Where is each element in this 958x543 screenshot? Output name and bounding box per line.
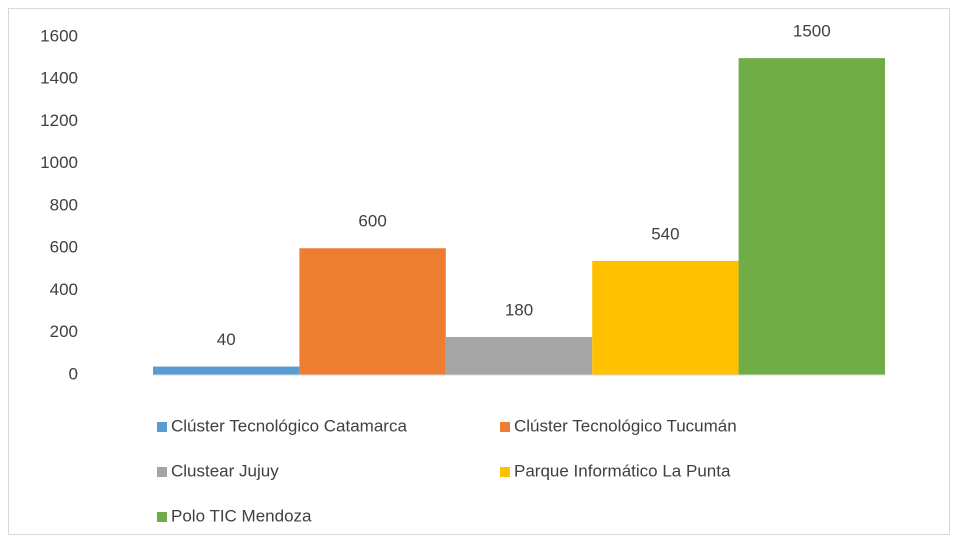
legend-label: Polo TIC Mendoza (171, 506, 312, 525)
legend-swatch (157, 422, 167, 432)
y-tick-label: 600 (50, 238, 78, 257)
legend-swatch (157, 467, 167, 477)
legend-label: Clúster Tecnológico Catamarca (171, 416, 407, 435)
y-tick-label: 200 (50, 322, 78, 341)
data-label: 600 (358, 212, 386, 231)
y-tick-label: 1000 (40, 153, 78, 172)
y-tick-label: 1600 (40, 26, 78, 45)
bar (445, 336, 593, 375)
y-tick-label: 1200 (40, 111, 78, 130)
data-label: 1500 (793, 22, 831, 41)
legend-label: Clúster Tecnológico Tucumán (514, 416, 737, 435)
legend-swatch (157, 512, 167, 522)
legend-swatch (500, 422, 510, 432)
bar (738, 58, 885, 375)
legend-swatch (500, 467, 510, 477)
y-tick-label: 1400 (40, 69, 78, 88)
y-tick-label: 800 (50, 195, 78, 214)
legend-label: Parque Informático La Punta (514, 461, 731, 480)
y-tick-label: 400 (50, 280, 78, 299)
data-label: 540 (651, 224, 679, 243)
legend-label: Clustear Jujuy (171, 461, 279, 480)
bar (299, 248, 446, 375)
data-label: 40 (217, 330, 236, 349)
y-tick-label: 0 (69, 364, 78, 383)
bar (592, 260, 739, 375)
data-label: 180 (505, 300, 533, 319)
bar (153, 366, 300, 375)
